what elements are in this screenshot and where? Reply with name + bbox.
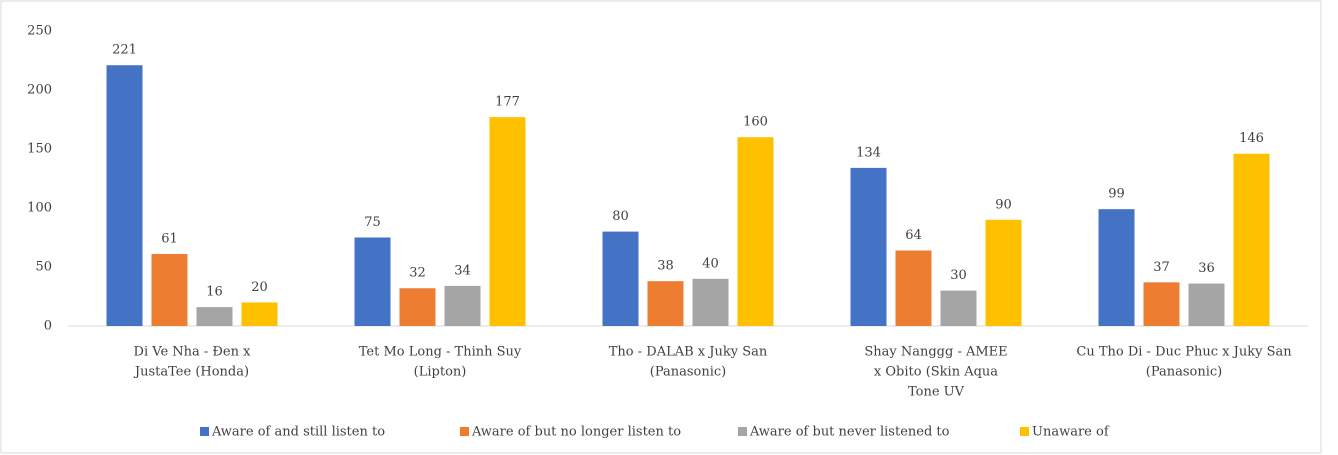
data-label: 40 <box>702 256 719 271</box>
data-label: 36 <box>1198 261 1215 276</box>
y-tick-label: 150 <box>27 142 52 157</box>
bar <box>489 117 526 326</box>
bar <box>106 65 143 326</box>
y-tick-label: 200 <box>27 83 52 98</box>
data-label: 34 <box>454 263 471 278</box>
data-label: 99 <box>1108 187 1125 202</box>
bar <box>354 237 391 326</box>
data-label: 37 <box>1153 260 1170 275</box>
legend-label: Aware of and still listen to <box>211 425 385 440</box>
bar <box>151 254 188 326</box>
legend-swatch <box>200 427 209 436</box>
y-tick-label: 100 <box>27 201 52 216</box>
data-label: 221 <box>112 43 137 58</box>
data-label: 32 <box>409 266 426 281</box>
bar <box>444 285 481 326</box>
x-tick-label: (Lipton) <box>414 365 467 380</box>
data-label: 75 <box>364 215 381 230</box>
x-tick-label: (Panasonic) <box>650 365 727 380</box>
data-label: 61 <box>161 232 178 247</box>
data-label: 16 <box>206 285 223 300</box>
x-tick-label: Tho - DALAB x Juky San <box>609 345 768 360</box>
bar <box>602 231 639 326</box>
data-label: 38 <box>657 259 674 274</box>
bar <box>940 290 977 326</box>
data-label: 20 <box>251 280 268 295</box>
legend-label: Aware of but no longer listen to <box>471 425 681 440</box>
x-tick-label: JustaTee (Honda) <box>133 365 249 380</box>
legend-swatch <box>1020 427 1029 436</box>
bar <box>399 288 436 326</box>
data-label: 134 <box>856 145 881 160</box>
x-tick-label: Di Ve Nha - Đen x <box>134 345 252 360</box>
data-label: 64 <box>905 228 922 243</box>
x-tick-label: Cu Tho Di - Duc Phuc x Juky San <box>1076 345 1292 360</box>
x-tick-label: Tet Mo Long - Thinh Suy <box>359 345 522 360</box>
bar <box>196 307 233 326</box>
legend-label: Unaware of <box>1032 425 1110 440</box>
bar <box>1143 282 1180 326</box>
bar <box>647 281 684 326</box>
x-tick-label: x Obito (Skin Aqua <box>874 365 998 380</box>
data-label: 90 <box>995 197 1012 212</box>
data-label: 30 <box>950 268 967 283</box>
y-tick-label: 0 <box>44 319 52 334</box>
legend-swatch <box>460 427 469 436</box>
bar <box>241 302 278 326</box>
y-tick-label: 250 <box>27 24 52 39</box>
data-label: 146 <box>1239 131 1264 146</box>
bar <box>985 219 1022 326</box>
bar <box>895 250 932 326</box>
x-tick-label: Tone UV <box>908 385 965 400</box>
legend-label: Aware of but never listened to <box>749 425 950 440</box>
data-label: 177 <box>495 95 520 110</box>
bar <box>1233 153 1270 326</box>
x-tick-label: (Panasonic) <box>1146 365 1223 380</box>
bar <box>1098 209 1135 326</box>
y-tick-label: 50 <box>35 260 52 275</box>
data-label: 160 <box>743 115 768 130</box>
x-tick-label: Shay Nanggg - AMEE <box>864 345 1007 360</box>
data-label: 80 <box>612 209 629 224</box>
bar <box>692 278 729 326</box>
bar <box>850 167 887 326</box>
bar <box>737 137 774 326</box>
legend-swatch <box>738 427 747 436</box>
bar <box>1188 283 1225 326</box>
